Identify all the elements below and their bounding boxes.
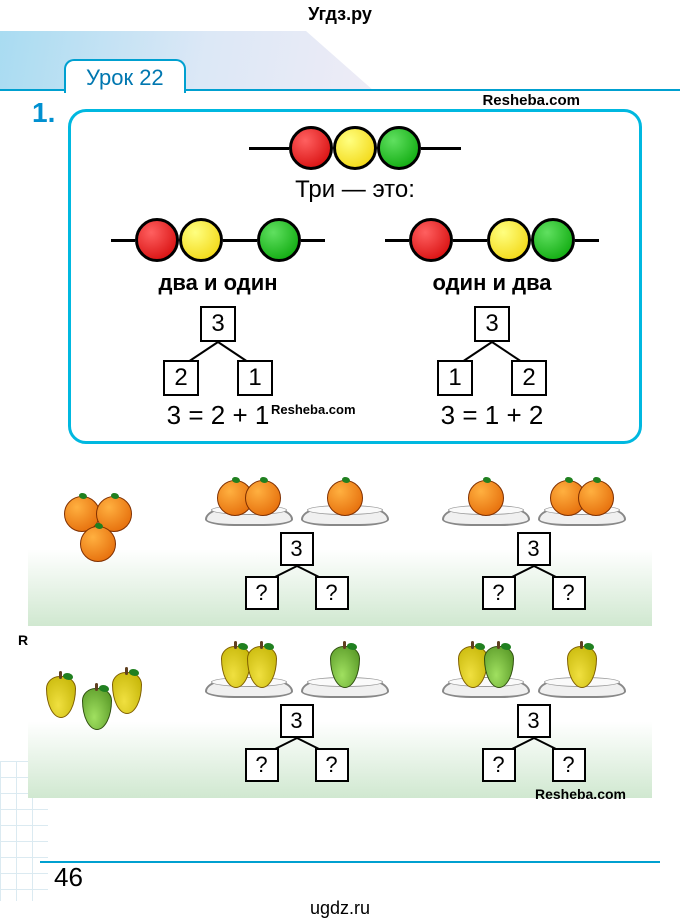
pear-icon (247, 646, 277, 688)
green-circle-icon (377, 126, 421, 170)
plate-icon (205, 678, 293, 698)
orange-icon (80, 526, 116, 562)
tree-top-box: 3 (517, 532, 551, 566)
green-circle-icon (531, 218, 575, 262)
tree-left-box: 2 (163, 360, 199, 396)
exercise-2: 3 ? ? 3 (28, 456, 652, 798)
number-tree: 3 2 1 (143, 306, 293, 396)
tree-right-box[interactable]: ? (552, 748, 586, 782)
group-oranges-right: 3 ? ? (415, 456, 652, 610)
lesson-tab: Урок 22 (64, 59, 186, 93)
pear-icon (221, 646, 251, 688)
tree-left-box[interactable]: ? (245, 748, 279, 782)
line-segment (249, 147, 289, 150)
plate-icon (301, 506, 389, 526)
label-one-and-two: один и два (355, 270, 629, 296)
label-two-and-one: два и один (81, 270, 355, 296)
group-pears-right: 3 ? ? (415, 628, 652, 782)
exercise-2-row-oranges: 3 ? ? 3 (28, 456, 652, 626)
tree-left-box[interactable]: ? (482, 748, 516, 782)
line-segment (421, 147, 461, 150)
footer-rule (40, 861, 660, 863)
column-right: один и два 3 1 2 3 = 1 + 2 (355, 218, 629, 431)
line-segment (385, 239, 409, 242)
bottom-watermark: ugdz.ru (0, 898, 680, 919)
plate-icon (301, 678, 389, 698)
tree-top-box: 3 (200, 306, 236, 342)
plate-icon (538, 506, 626, 526)
plate-icon (205, 506, 293, 526)
pear-icon (112, 672, 142, 714)
number-tree: 3 ? ? (464, 704, 604, 782)
group-oranges-left: 3 ? ? (178, 456, 415, 610)
page-header: Урок 22 (0, 31, 680, 91)
number-tree: 3 ? ? (464, 532, 604, 610)
number-tree: 3 1 2 (417, 306, 567, 396)
orange-icon (578, 480, 614, 516)
pear-icon (567, 646, 597, 688)
pear-icon (458, 646, 488, 688)
yellow-circle-icon (333, 126, 377, 170)
green-circle-icon (257, 218, 301, 262)
tree-top-box: 3 (280, 704, 314, 738)
tree-top-box: 3 (474, 306, 510, 342)
red-circle-icon (135, 218, 179, 262)
orange-icon (245, 480, 281, 516)
column-left: два и один 3 2 1 3 = 2 + 1 (81, 218, 355, 431)
exercise-1-title: Три — это: (81, 176, 629, 204)
line-segment (453, 239, 487, 242)
watermark-resheba: Resheba.com (535, 786, 626, 802)
yellow-circle-icon (487, 218, 531, 262)
tree-right-box: 2 (511, 360, 547, 396)
tree-right-box[interactable]: ? (315, 576, 349, 610)
pear-cluster (28, 628, 178, 753)
exercise-1-columns: два и один 3 2 1 3 = 2 + 1 (81, 218, 629, 431)
equation-right: 3 = 1 + 2 (355, 400, 629, 431)
plate-icon (442, 506, 530, 526)
tree-right-box[interactable]: ? (552, 576, 586, 610)
exercise-2-row-pears: 3 ? ? 3 (28, 628, 652, 798)
watermark-resheba: Resheba.com (271, 402, 356, 417)
red-circle-icon (289, 126, 333, 170)
yellow-circle-icon (179, 218, 223, 262)
plate-icon (538, 678, 626, 698)
number-tree: 3 ? ? (227, 532, 367, 610)
orange-icon (468, 480, 504, 516)
top-circles-row (81, 126, 629, 170)
exercise-1-number: 1. (32, 97, 55, 129)
plate-icon (442, 678, 530, 698)
page-content: 1. Три — это: два (0, 91, 680, 798)
tree-left-box: 1 (437, 360, 473, 396)
pear-icon (46, 676, 76, 718)
orange-icon (327, 480, 363, 516)
green-pear-icon (330, 646, 360, 688)
number-tree: 3 ? ? (227, 704, 367, 782)
line-segment (575, 239, 599, 242)
tree-top-box: 3 (280, 532, 314, 566)
red-circle-icon (409, 218, 453, 262)
line-segment (301, 239, 325, 242)
top-watermark: Угдз.ру (0, 0, 680, 25)
tree-top-box: 3 (517, 704, 551, 738)
line-segment (223, 239, 257, 242)
tree-right-box: 1 (237, 360, 273, 396)
line-segment (111, 239, 135, 242)
exercise-1-box: Три — это: два и один 3 2 1 (68, 109, 642, 444)
green-pear-icon (82, 688, 112, 730)
group-pears-left: 3 ? ? (178, 628, 415, 782)
green-pear-icon (484, 646, 514, 688)
orange-cluster (28, 456, 178, 581)
tree-left-box[interactable]: ? (482, 576, 516, 610)
tree-left-box[interactable]: ? (245, 576, 279, 610)
page-number: 46 (54, 862, 83, 893)
tree-right-box[interactable]: ? (315, 748, 349, 782)
